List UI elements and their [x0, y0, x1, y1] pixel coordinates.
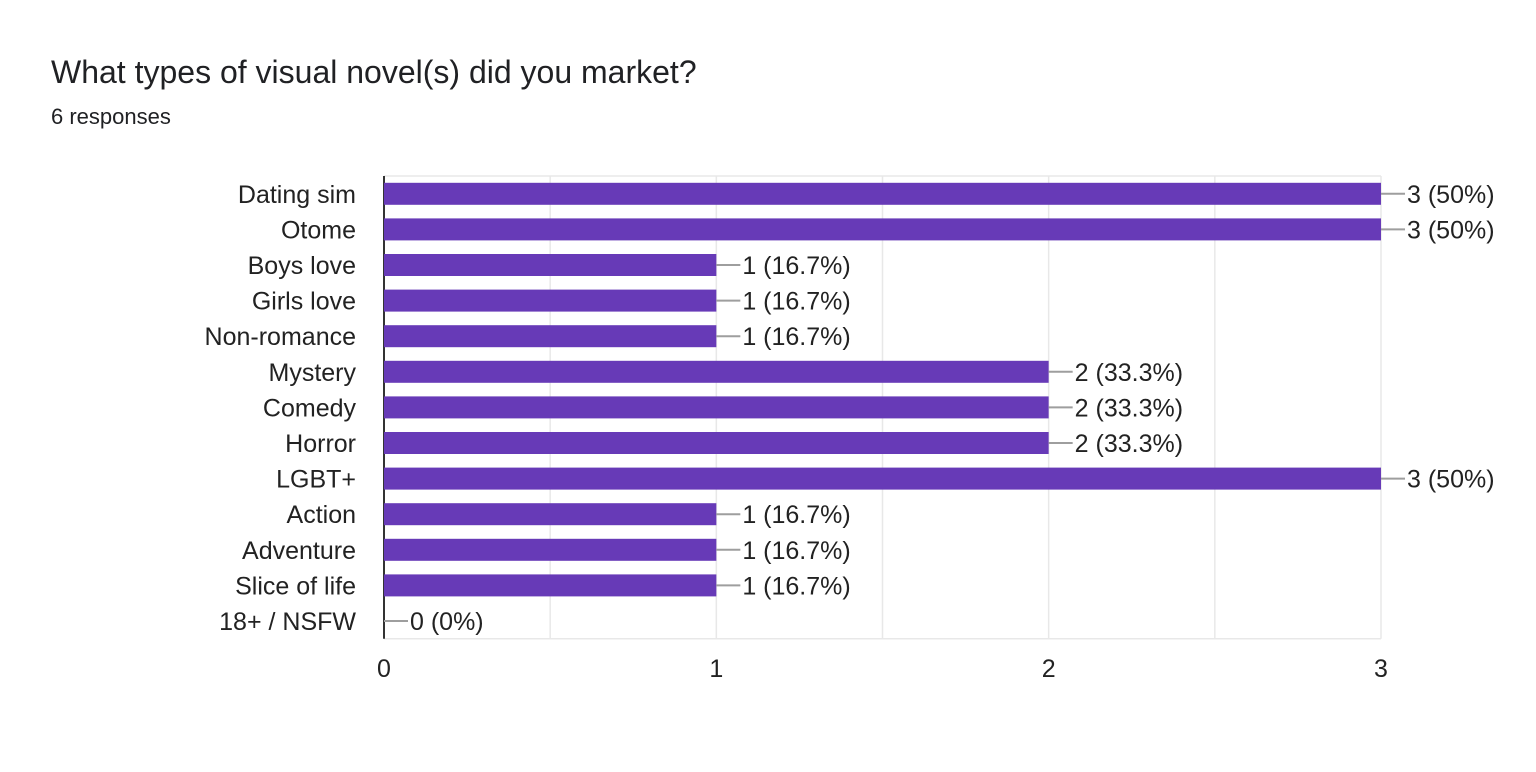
- category-label: Comedy: [263, 394, 357, 422]
- data-label: 0 (0%): [410, 608, 484, 636]
- bar: [384, 432, 1049, 454]
- bars: [384, 182, 1381, 597]
- data-label: 1 (16.7%): [742, 288, 850, 316]
- data-label: 1 (16.7%): [742, 537, 850, 565]
- data-label: 1 (16.7%): [742, 572, 850, 600]
- category-label: Slice of life: [235, 572, 356, 600]
- labels: 0 1 2 3 Dating sim 3 (50%) Otome 3 (50%) Boys lo…: [205, 181, 1495, 683]
- bar: [384, 538, 717, 561]
- x-tick-label: 1: [709, 655, 723, 683]
- bar: [384, 467, 1381, 490]
- x-tick-label: 2: [1042, 655, 1056, 683]
- category-label: 18+ / NSFW: [219, 608, 356, 636]
- category-label: Action: [287, 501, 356, 529]
- leader-lines: [384, 192, 1405, 622]
- data-label: 2 (33.3%): [1075, 359, 1183, 387]
- response-count: 6 responses: [51, 104, 171, 129]
- data-label: 3 (50%): [1407, 466, 1495, 494]
- bar: [384, 254, 717, 276]
- category-label: LGBT+: [276, 466, 356, 494]
- bar: [384, 396, 1049, 419]
- category-label: Otome: [281, 216, 356, 244]
- category-label: Dating sim: [238, 181, 356, 209]
- bar: [384, 360, 1049, 383]
- bar: [384, 574, 717, 597]
- data-label: 1 (16.7%): [742, 323, 850, 351]
- category-label: Mystery: [269, 359, 357, 387]
- data-label: 2 (33.3%): [1075, 430, 1183, 458]
- bar: [384, 182, 1381, 205]
- bar: [384, 289, 717, 312]
- category-label: Boys love: [248, 252, 356, 280]
- data-label: 2 (33.3%): [1075, 394, 1183, 422]
- category-label: Horror: [285, 430, 356, 458]
- category-label: Non-romance: [205, 323, 356, 351]
- gridlines: [383, 175, 1382, 640]
- category-label: Adventure: [242, 537, 356, 565]
- chart-title: What types of visual novel(s) did you ma…: [51, 54, 697, 90]
- x-tick-label: 3: [1374, 655, 1388, 683]
- data-label: 1 (16.7%): [742, 501, 850, 529]
- bar: [384, 503, 717, 526]
- data-label: 3 (50%): [1407, 216, 1495, 244]
- bar: [384, 218, 1381, 241]
- bar: [384, 325, 717, 348]
- category-label: Girls love: [252, 288, 356, 316]
- data-label: 1 (16.7%): [742, 252, 850, 280]
- data-label: 3 (50%): [1407, 181, 1495, 209]
- x-tick-label: 0: [377, 655, 391, 683]
